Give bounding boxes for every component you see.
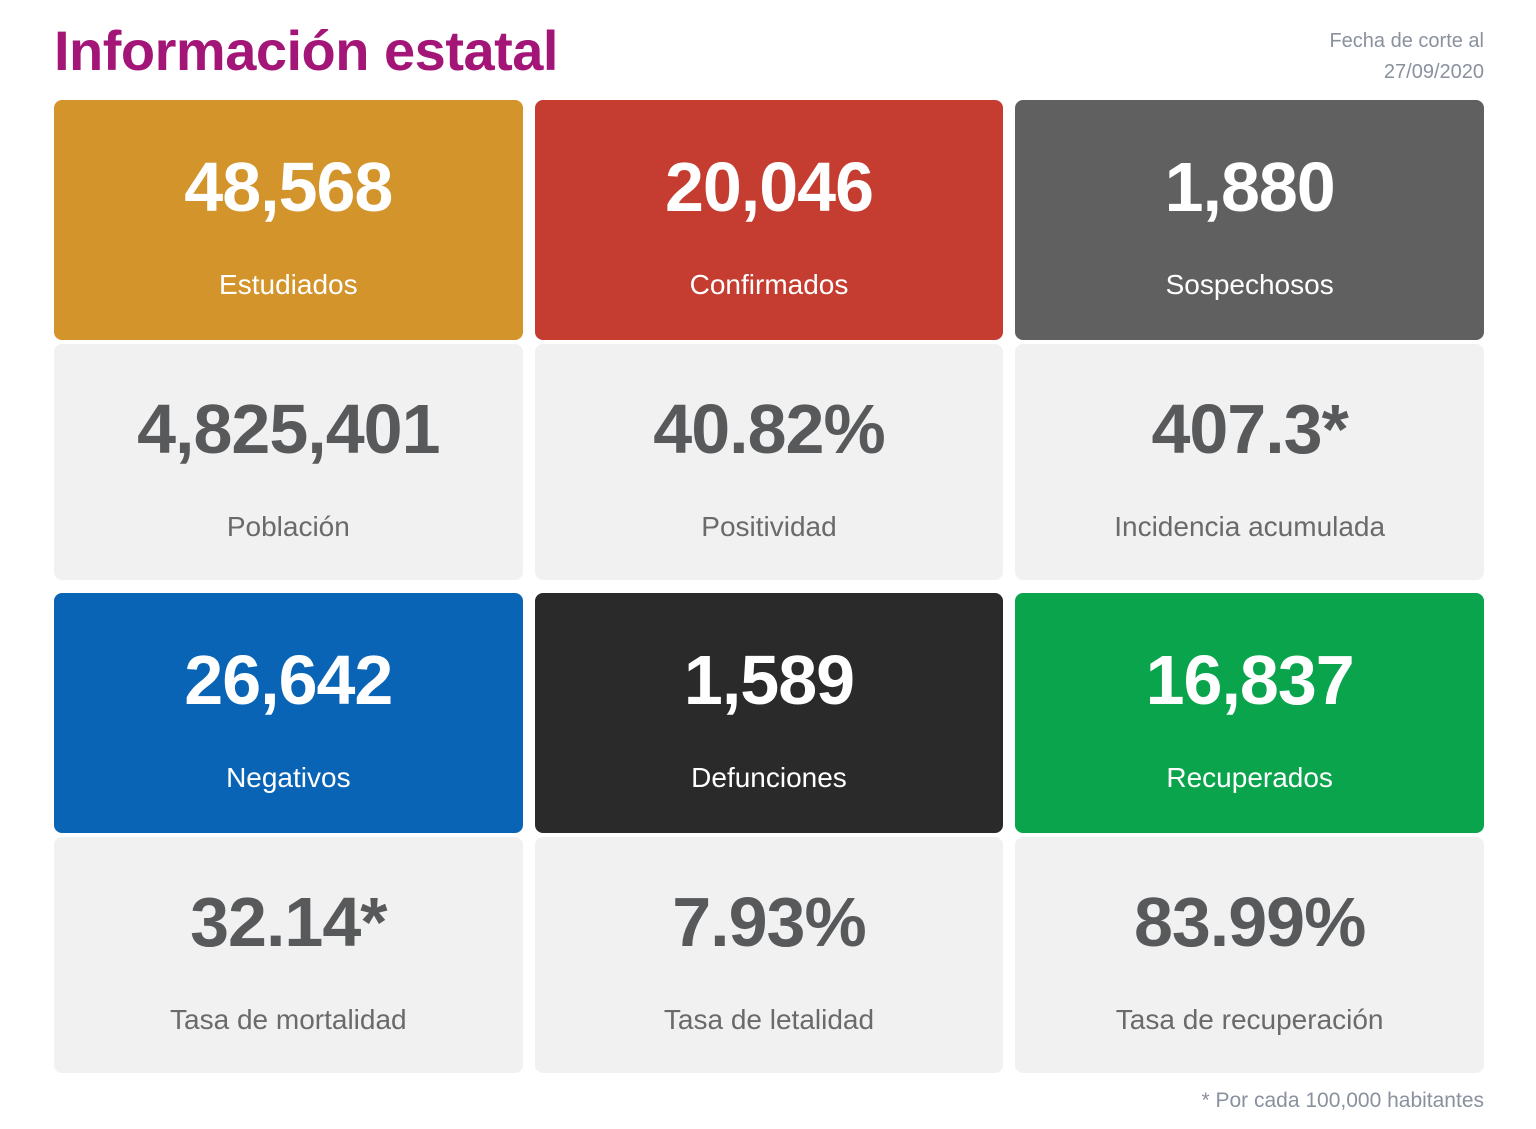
stat-value: 4,825,401 (137, 389, 440, 468)
stat-value: 16,837 (1145, 640, 1355, 719)
stat-group-confirmados: 20,046 Confirmados 40.82% Positividad (534, 100, 1004, 580)
stat-group-negativos: 26,642 Negativos 32.14* Tasa de mortalid… (54, 593, 523, 1073)
stat-group-estudiados: 48,568 Estudiados 4,825,401 Población (54, 100, 523, 580)
stat-card-confirmados: 20,046 Confirmados (534, 100, 1004, 340)
footnote: * Por cada 100,000 habitantes (1201, 1089, 1484, 1112)
stat-value: 48,568 (184, 147, 393, 226)
stat-card-negativos: 26,642 Negativos (54, 593, 523, 833)
stat-group-recuperados: 16,837 Recuperados 83.99% Tasa de recupe… (1015, 593, 1484, 1073)
stat-value: 83.99% (1133, 882, 1366, 961)
stat-label: Tasa de letalidad (663, 1004, 875, 1036)
stat-label: Tasa de recuperación (1115, 1004, 1384, 1036)
stats-grid: 48,568 Estudiados 4,825,401 Población 20… (54, 100, 1484, 1073)
stat-value: 26,642 (184, 640, 393, 719)
header: Información estatal Fecha de corte al 27… (54, 19, 1484, 100)
stat-card-tasa-mortalidad: 32.14* Tasa de mortalidad (54, 837, 523, 1073)
stat-card-sospechosos: 1,880 Sospechosos (1015, 100, 1484, 340)
stat-value: 7.93% (672, 882, 866, 961)
stat-group-sospechosos: 1,880 Sospechosos 407.3* Incidencia acum… (1015, 100, 1484, 580)
stat-group-defunciones: 1,589 Defunciones 7.93% Tasa de letalida… (534, 593, 1004, 1073)
stat-value: 1,589 (683, 640, 855, 719)
page-title: Información estatal (54, 19, 558, 82)
stat-value: 40.82% (653, 389, 885, 468)
stat-label: Incidencia acumulada (1114, 511, 1386, 543)
stat-label: Negativos (226, 762, 351, 794)
stat-label: Defunciones (691, 762, 847, 794)
stat-value: 20,046 (664, 147, 874, 226)
stat-card-defunciones: 1,589 Defunciones (534, 593, 1004, 833)
cutoff-date-label: Fecha de corte al (1329, 30, 1484, 52)
stat-card-tasa-recuperacion: 83.99% Tasa de recuperación (1015, 837, 1484, 1073)
stat-label: Población (226, 511, 350, 543)
cutoff-date-value: 27/09/2020 (1383, 61, 1484, 83)
stat-label: Tasa de mortalidad (170, 1004, 407, 1036)
cutoff-date: Fecha de corte al 27/09/2020 (1329, 22, 1484, 88)
stat-label: Sospechosos (1165, 269, 1334, 301)
stat-value: 1,880 (1164, 147, 1336, 226)
stat-card-tasa-letalidad: 7.93% Tasa de letalidad (534, 837, 1004, 1073)
stat-value: 32.14* (190, 882, 387, 961)
stat-label: Recuperados (1166, 762, 1333, 794)
stat-card-recuperados: 16,837 Recuperados (1015, 593, 1484, 833)
stat-card-estudiados: 48,568 Estudiados (54, 100, 523, 340)
stat-label: Estudiados (219, 269, 358, 301)
stat-value: 407.3* (1151, 389, 1348, 468)
stat-card-incidencia-acumulada: 407.3* Incidencia acumulada (1015, 344, 1484, 580)
stat-label: Confirmados (689, 269, 849, 301)
stat-card-poblacion: 4,825,401 Población (54, 344, 523, 580)
stat-card-positividad: 40.82% Positividad (534, 344, 1004, 580)
stat-label: Positividad (701, 511, 837, 543)
